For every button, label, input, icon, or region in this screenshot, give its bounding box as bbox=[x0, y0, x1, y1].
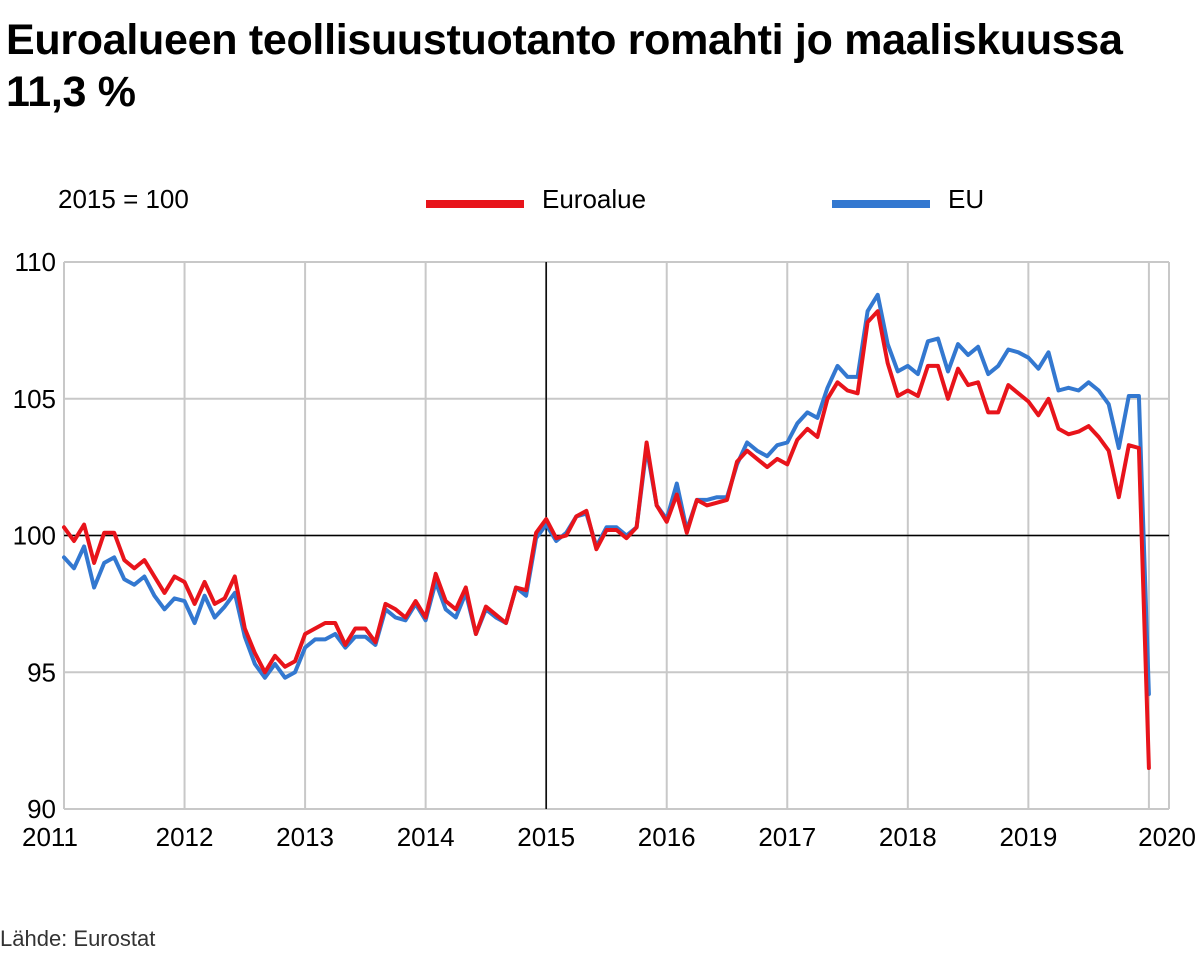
y-tick-label-105: 105 bbox=[13, 384, 56, 414]
x-tick-label-2016: 2016 bbox=[638, 822, 696, 852]
x-tick-label-2015: 2015 bbox=[517, 822, 575, 852]
x-tick-label-2011: 2011 bbox=[22, 822, 78, 852]
reference-lines bbox=[64, 262, 1169, 809]
chart-title: Euroalueen teollisuustuotanto romahti jo… bbox=[6, 16, 1123, 116]
legend-swatch-eu bbox=[832, 200, 930, 208]
y-tick-label-90: 90 bbox=[27, 794, 56, 824]
y-tick-label-110: 110 bbox=[15, 247, 56, 277]
x-tick-label-2020: 2020 bbox=[1138, 822, 1196, 852]
x-tick-label-2013: 2013 bbox=[276, 822, 334, 852]
series-line-eu bbox=[62, 292, 1151, 697]
y-axis: 90 95 100 105 110 bbox=[13, 247, 56, 824]
legend-label-eu: EU bbox=[948, 184, 985, 214]
series-lines bbox=[62, 292, 1151, 770]
x-tick-label-2017: 2017 bbox=[758, 822, 816, 852]
source-note: Lähde: Eurostat bbox=[0, 926, 156, 951]
x-tick-label-2012: 2012 bbox=[156, 822, 214, 852]
x-tick-label-2014: 2014 bbox=[397, 822, 455, 852]
x-tick-label-2018: 2018 bbox=[879, 822, 937, 852]
base-note: 2015 = 100 bbox=[58, 184, 189, 214]
x-tick-label-2019: 2019 bbox=[999, 822, 1057, 852]
y-tick-label-100: 100 bbox=[13, 521, 56, 551]
legend-swatch-euroalue bbox=[426, 200, 524, 208]
legend-label-euroalue: Euroalue bbox=[542, 184, 647, 214]
series-line-euroalue bbox=[62, 309, 1151, 770]
x-axis: 2011 2012 2013 2014 2015 2016 2017 2018 2019 2020 bbox=[22, 822, 1196, 852]
y-tick-label-95: 95 bbox=[27, 657, 56, 687]
